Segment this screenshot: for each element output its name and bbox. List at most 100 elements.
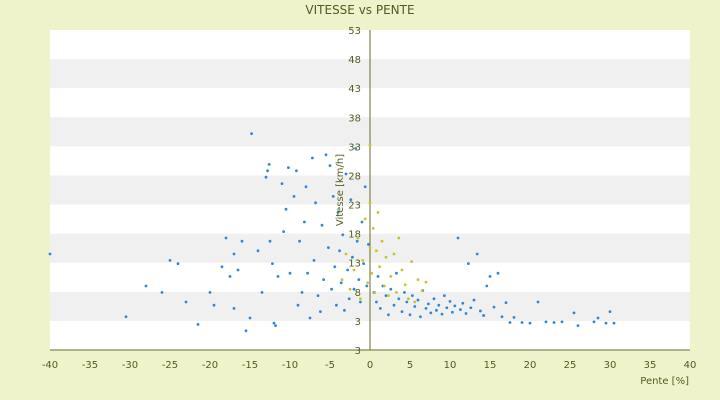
data-point [333,265,337,269]
data-point [469,306,473,310]
data-point [264,175,268,179]
data-point [376,275,380,278]
x-tick-label: -5 [325,360,335,371]
data-point [419,315,422,319]
chart-title: VITESSE vs PENTE [305,3,415,17]
data-point [330,287,333,291]
data-point [482,314,485,317]
data-point [508,321,512,324]
data-point [292,195,296,198]
data-point [368,201,372,205]
data-point [387,313,390,317]
data-point [268,239,272,243]
data-point [352,268,356,272]
data-point [306,271,309,275]
data-point [395,291,398,294]
data-point [347,297,351,301]
data-point [344,172,348,176]
data-point [397,236,401,240]
data-point [370,271,373,275]
data-point [408,313,412,317]
data-point [354,147,357,150]
data-point [352,287,356,291]
data-point [445,306,449,310]
data-point [461,301,465,305]
data-point [411,294,414,297]
data-point [379,307,382,310]
data-point [287,166,290,170]
data-point [552,321,556,324]
x-axis-label: Pente [%] [640,376,689,387]
data-point [320,223,324,227]
y-tick-label: 23 [348,201,361,212]
data-point [276,275,280,278]
data-point [319,310,322,313]
data-point [282,230,285,234]
data-point [300,291,304,294]
data-point [467,262,470,265]
data-point [389,275,393,278]
data-point [303,220,306,224]
data-point [232,307,236,310]
x-tick-label: -15 [242,360,258,371]
data-point [346,268,349,272]
data-point [395,271,398,275]
y-tick-label: 8 [355,288,361,299]
data-point [362,262,365,265]
data-point [351,255,354,259]
data-point [260,291,264,294]
data-point [384,294,388,297]
data-point [427,302,430,306]
data-point [451,310,454,314]
data-point [492,305,496,309]
data-point [459,308,462,312]
data-point [413,300,417,304]
data-point [392,303,396,307]
y-axis-label: Vitesse [km/h] [335,154,346,226]
data-point [349,198,353,202]
data-point [248,316,252,320]
data-point [208,291,212,294]
data-point [437,303,441,307]
data-point [196,323,200,326]
data-point [344,252,348,256]
data-point [363,185,367,189]
data-point [376,211,380,214]
x-tick-label: -30 [122,360,138,371]
data-point [367,243,370,246]
x-tick-label: 40 [684,360,697,371]
data-point [228,275,232,278]
data-point [528,321,532,325]
data-point [327,246,330,250]
y-tick-label: 18 [348,230,361,241]
data-point [440,312,444,316]
y-tick-label: 38 [348,113,361,124]
data-point [322,278,325,281]
y-tick-label: 3 [355,346,361,357]
data-point [144,284,148,288]
data-point [339,281,343,285]
data-point [220,265,224,269]
data-point [256,249,260,253]
data-point [280,182,284,186]
data-point [314,201,317,205]
data-point [184,300,188,304]
data-point [520,321,524,324]
data-point [544,320,548,324]
x-tick-label: 35 [644,360,657,371]
x-tick-label: 20 [524,360,537,371]
y-tick-label: 43 [348,84,361,95]
data-point [413,305,417,308]
data-point [384,255,388,259]
data-point [453,304,457,308]
data-point [288,271,292,275]
data-point [224,236,228,240]
data-point [464,312,468,315]
data-point [416,278,420,281]
data-point [375,249,378,253]
data-point [592,320,596,324]
data-point [424,280,428,284]
data-point [371,227,375,230]
data-point [308,316,312,320]
